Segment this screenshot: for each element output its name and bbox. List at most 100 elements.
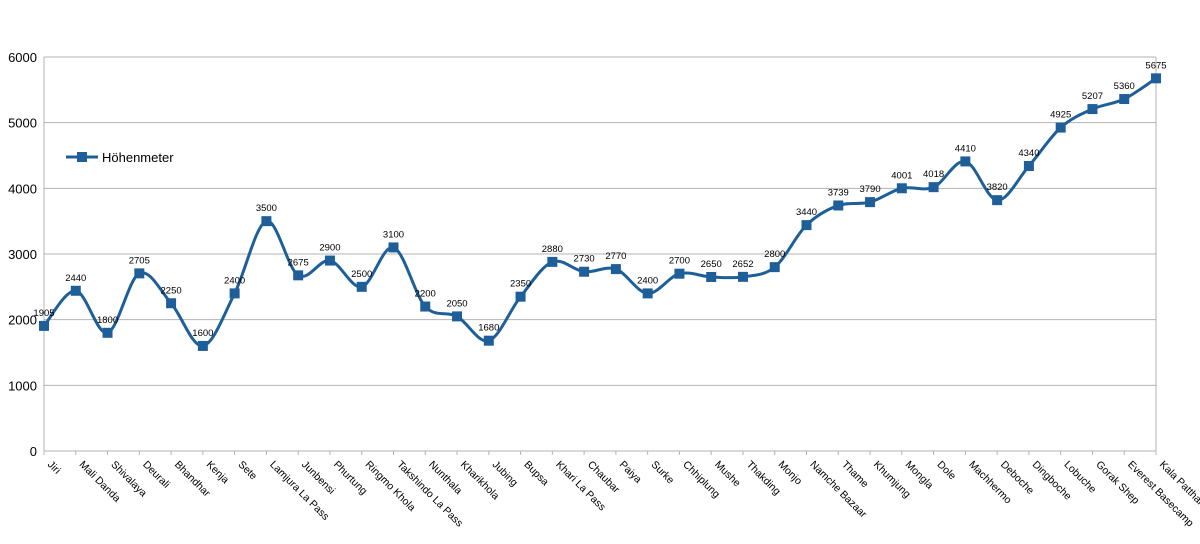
data-point bbox=[197, 340, 208, 351]
data-point bbox=[547, 256, 558, 267]
x-tick-label: Paiya bbox=[617, 459, 644, 486]
data-label: 2400 bbox=[224, 275, 245, 286]
x-tick-label: Mushe bbox=[712, 459, 743, 490]
data-label: 2050 bbox=[446, 298, 467, 309]
y-tick-label: 1000 bbox=[8, 378, 37, 393]
data-point bbox=[642, 288, 653, 299]
data-label: 2652 bbox=[732, 259, 753, 270]
data-point bbox=[293, 270, 304, 281]
x-tick-label: Sete bbox=[236, 459, 260, 483]
data-label: 4925 bbox=[1050, 110, 1071, 121]
data-label: 3100 bbox=[383, 229, 404, 240]
legend-label: Höhenmeter bbox=[102, 150, 174, 165]
data-point bbox=[324, 255, 335, 266]
data-point bbox=[737, 271, 748, 282]
data-point bbox=[102, 327, 113, 338]
data-point bbox=[610, 264, 621, 275]
x-tick-label: Kenja bbox=[204, 459, 232, 487]
data-point bbox=[674, 268, 685, 279]
series-hoehenmeter bbox=[42, 77, 1157, 348]
data-point bbox=[1151, 73, 1161, 84]
data-label: 1905 bbox=[33, 308, 54, 319]
x-tick-label: Surke bbox=[649, 459, 677, 487]
x-tick-label: Namche Bazaar bbox=[807, 459, 869, 521]
data-point bbox=[261, 216, 272, 227]
data-label: 2650 bbox=[701, 259, 722, 270]
data-label: 2880 bbox=[542, 244, 563, 255]
data-point bbox=[1023, 161, 1034, 172]
data-label: 3739 bbox=[828, 187, 849, 198]
data-label: 4018 bbox=[923, 169, 944, 180]
data-label: 2800 bbox=[764, 249, 785, 260]
data-point bbox=[229, 288, 240, 299]
data-label: 5360 bbox=[1114, 81, 1135, 92]
y-axis: 0 1000 2000 3000 4000 5000 6000 bbox=[8, 50, 1157, 459]
data-label: 5207 bbox=[1082, 91, 1103, 102]
x-tick-label: Monjo bbox=[776, 459, 805, 488]
data-point bbox=[769, 262, 780, 273]
data-label: 3820 bbox=[987, 182, 1008, 193]
data-label: 2675 bbox=[288, 257, 309, 268]
x-tick-label: Jubing bbox=[490, 459, 520, 489]
data-point bbox=[865, 197, 876, 208]
data-markers bbox=[39, 73, 1161, 351]
data-label: 4340 bbox=[1018, 148, 1039, 159]
data-point bbox=[960, 156, 971, 167]
y-tick-label: 5000 bbox=[8, 116, 37, 131]
y-tick-label: 3000 bbox=[8, 247, 37, 262]
data-point bbox=[39, 320, 49, 331]
data-label: 2400 bbox=[637, 275, 658, 286]
data-point bbox=[1087, 104, 1098, 115]
data-point bbox=[388, 242, 399, 253]
data-label: 3790 bbox=[859, 184, 880, 195]
data-point bbox=[420, 301, 431, 312]
data-point bbox=[134, 268, 145, 279]
legend-marker bbox=[77, 152, 87, 162]
data-point bbox=[452, 311, 463, 322]
data-label: 1600 bbox=[192, 328, 213, 339]
data-point bbox=[992, 195, 1003, 206]
data-point bbox=[579, 266, 590, 277]
data-point bbox=[896, 183, 907, 194]
x-tick-label: Dole bbox=[934, 459, 958, 483]
data-label: 2250 bbox=[161, 285, 182, 296]
data-point bbox=[928, 182, 939, 193]
data-label: 3440 bbox=[796, 207, 817, 218]
data-point bbox=[483, 335, 494, 346]
x-tick-label: Lamjura La Pass bbox=[267, 459, 331, 523]
y-tick-label: 4000 bbox=[8, 181, 37, 196]
data-point bbox=[70, 285, 81, 296]
data-point bbox=[166, 298, 177, 309]
data-label: 4001 bbox=[891, 170, 912, 181]
data-point bbox=[801, 220, 812, 231]
legend: Höhenmeter bbox=[66, 150, 174, 165]
data-label: 2900 bbox=[319, 243, 340, 254]
data-label: 5675 bbox=[1145, 60, 1166, 71]
data-point bbox=[1055, 122, 1066, 133]
x-tick-label: Phurtung bbox=[331, 459, 370, 498]
y-tick-label: 0 bbox=[30, 444, 37, 459]
data-point bbox=[1119, 94, 1130, 105]
data-label: 2700 bbox=[669, 256, 690, 267]
data-label: 4410 bbox=[955, 143, 976, 154]
y-tick-label: 6000 bbox=[8, 50, 37, 65]
data-point bbox=[706, 271, 717, 282]
data-label: 3500 bbox=[256, 203, 277, 214]
data-labels: 1905 2440 1800 2705 2250 1600 2400 3500 2675 2900… bbox=[33, 60, 1166, 339]
data-label: 2350 bbox=[510, 279, 531, 290]
y-tick-label: 2000 bbox=[8, 313, 37, 328]
x-tick-label: Jiri bbox=[45, 459, 63, 477]
data-label: 1800 bbox=[97, 315, 118, 326]
x-tick-label: Bupsa bbox=[521, 459, 551, 489]
data-point bbox=[515, 291, 526, 302]
gridlines bbox=[44, 56, 1156, 452]
data-label: 2440 bbox=[65, 273, 86, 284]
data-label: 2705 bbox=[129, 255, 150, 266]
data-point bbox=[833, 200, 844, 211]
data-label: 2500 bbox=[351, 269, 372, 280]
data-point bbox=[356, 281, 367, 292]
series-line bbox=[42, 77, 1157, 348]
data-label: 2770 bbox=[605, 251, 626, 262]
data-label: 2730 bbox=[574, 254, 595, 265]
